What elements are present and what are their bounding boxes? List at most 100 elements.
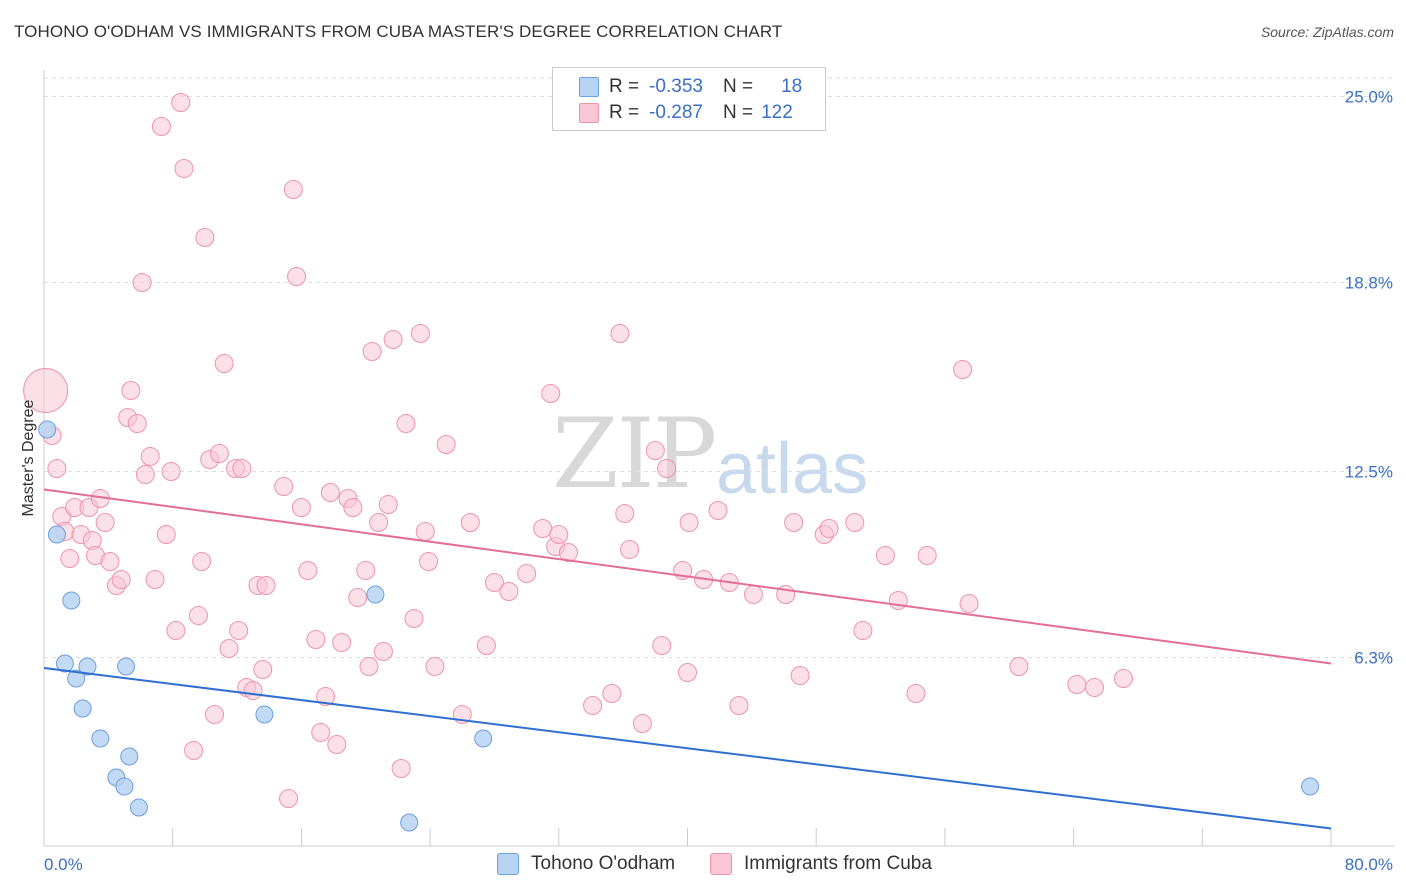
grid-layer	[44, 77, 1394, 658]
data-point-cuba	[1067, 675, 1087, 694]
data-point-cuba	[132, 273, 152, 292]
data-point-cuba	[332, 633, 352, 652]
data-point-cuba	[188, 606, 208, 625]
data-point-cuba	[743, 585, 763, 604]
data-point-cuba	[657, 459, 677, 478]
data-point-cuba	[549, 525, 569, 544]
data-point-cuba	[145, 570, 165, 589]
data-point-cuba	[678, 663, 697, 682]
data-point-cuba	[1113, 669, 1133, 688]
bottom-swatch-blue	[497, 853, 519, 875]
data-point-cuba	[151, 117, 171, 136]
data-point-cuba	[166, 621, 186, 640]
data-point-cuba	[383, 330, 403, 349]
data-point-cuba	[1009, 657, 1029, 676]
data-point-cuba	[156, 525, 176, 544]
y-tick-label: 6.3%	[1354, 649, 1393, 668]
data-point-cuba	[348, 588, 368, 607]
data-point-cuba	[558, 543, 578, 562]
data-point-cuba	[906, 684, 926, 703]
data-point-cuba	[214, 354, 234, 373]
correlation-legend: R = -0.353 N = 18 R = -0.287 N = 122	[552, 67, 826, 131]
data-point-cuba	[875, 546, 895, 565]
data-point-cuba	[184, 741, 204, 760]
trendline-cuba	[43, 488, 1332, 665]
axis-layer	[43, 70, 1394, 847]
data-point-cuba	[359, 657, 379, 676]
series-immigrants-from-cuba	[23, 93, 1133, 808]
legend-swatch-blue	[579, 77, 599, 97]
data-point-tohono	[115, 777, 134, 796]
legend-row-cuba: R = -0.287 N = 122	[579, 100, 793, 126]
data-point-cuba	[708, 501, 728, 520]
data-point-tohono	[47, 525, 66, 544]
bottom-legend-tohono: Tohono O'odham	[497, 852, 675, 876]
legend-swatch-pink	[579, 103, 599, 123]
data-point-cuba	[484, 573, 504, 592]
data-point-cuba	[418, 552, 438, 571]
data-point-cuba	[95, 513, 115, 532]
data-point-tohono	[91, 729, 110, 748]
legend-r-value: -0.353	[649, 76, 703, 97]
data-point-cuba	[853, 621, 873, 640]
data-point-tohono	[1301, 777, 1320, 796]
y-tick-label: 18.8%	[1345, 274, 1393, 293]
data-point-cuba	[205, 705, 225, 724]
data-point-cuba	[195, 228, 215, 247]
data-point-cuba	[378, 495, 398, 514]
trendline-tohono	[43, 667, 1332, 830]
data-point-tohono	[73, 699, 92, 718]
data-point-cuba	[790, 666, 810, 685]
data-point-tohono	[62, 591, 81, 610]
data-point-cuba	[391, 759, 411, 778]
data-point-cuba	[819, 519, 839, 538]
data-point-cuba	[784, 513, 804, 532]
data-point-cuba	[415, 522, 435, 541]
y-tick-label: 25.0%	[1345, 88, 1393, 107]
data-point-cuba	[47, 459, 67, 478]
data-point-cuba	[425, 657, 445, 676]
legend-r-value: -0.287	[649, 102, 703, 123]
legend-n-value: 122	[761, 102, 793, 123]
data-point-cuba	[253, 660, 273, 679]
data-point-cuba	[298, 561, 318, 580]
data-point-cuba	[362, 342, 382, 361]
data-point-cuba	[460, 513, 480, 532]
data-point-cuba	[845, 513, 865, 532]
data-point-cuba	[729, 696, 749, 715]
data-point-cuba	[917, 546, 937, 565]
data-point-cuba	[100, 552, 120, 571]
data-point-cuba	[243, 681, 263, 700]
data-point-cuba	[1085, 678, 1105, 697]
data-point-cuba	[959, 594, 979, 613]
data-point-cuba	[140, 447, 160, 466]
data-point-cuba	[23, 368, 69, 413]
data-point-cuba	[436, 435, 456, 454]
data-point-cuba	[476, 636, 496, 655]
x-tick-label: 80.0%	[1345, 855, 1393, 874]
data-point-cuba	[127, 414, 147, 433]
data-point-tohono	[117, 657, 136, 676]
x-tick-label: 0.0%	[44, 855, 83, 874]
data-point-cuba	[533, 519, 553, 538]
data-point-cuba	[232, 459, 252, 478]
data-point-tohono	[67, 669, 86, 688]
data-point-cuba	[632, 714, 652, 733]
data-point-cuba	[171, 93, 191, 112]
data-point-cuba	[229, 621, 249, 640]
legend-n-value: 18	[781, 76, 803, 97]
data-point-cuba	[121, 381, 141, 400]
data-point-cuba	[517, 564, 537, 583]
data-point-cuba	[320, 483, 340, 502]
legend-r-label: R =	[609, 102, 640, 123]
data-point-tohono	[400, 813, 419, 832]
data-point-cuba	[161, 462, 181, 481]
data-point-tohono	[129, 798, 148, 817]
data-point-cuba	[410, 324, 430, 343]
trend-lines	[43, 488, 1332, 830]
legend-n-label: N =	[722, 76, 754, 97]
source-label: Source: ZipAtlas.com	[1260, 24, 1394, 40]
series-tohono-oodham	[38, 420, 1320, 832]
data-point-cuba	[174, 159, 194, 178]
